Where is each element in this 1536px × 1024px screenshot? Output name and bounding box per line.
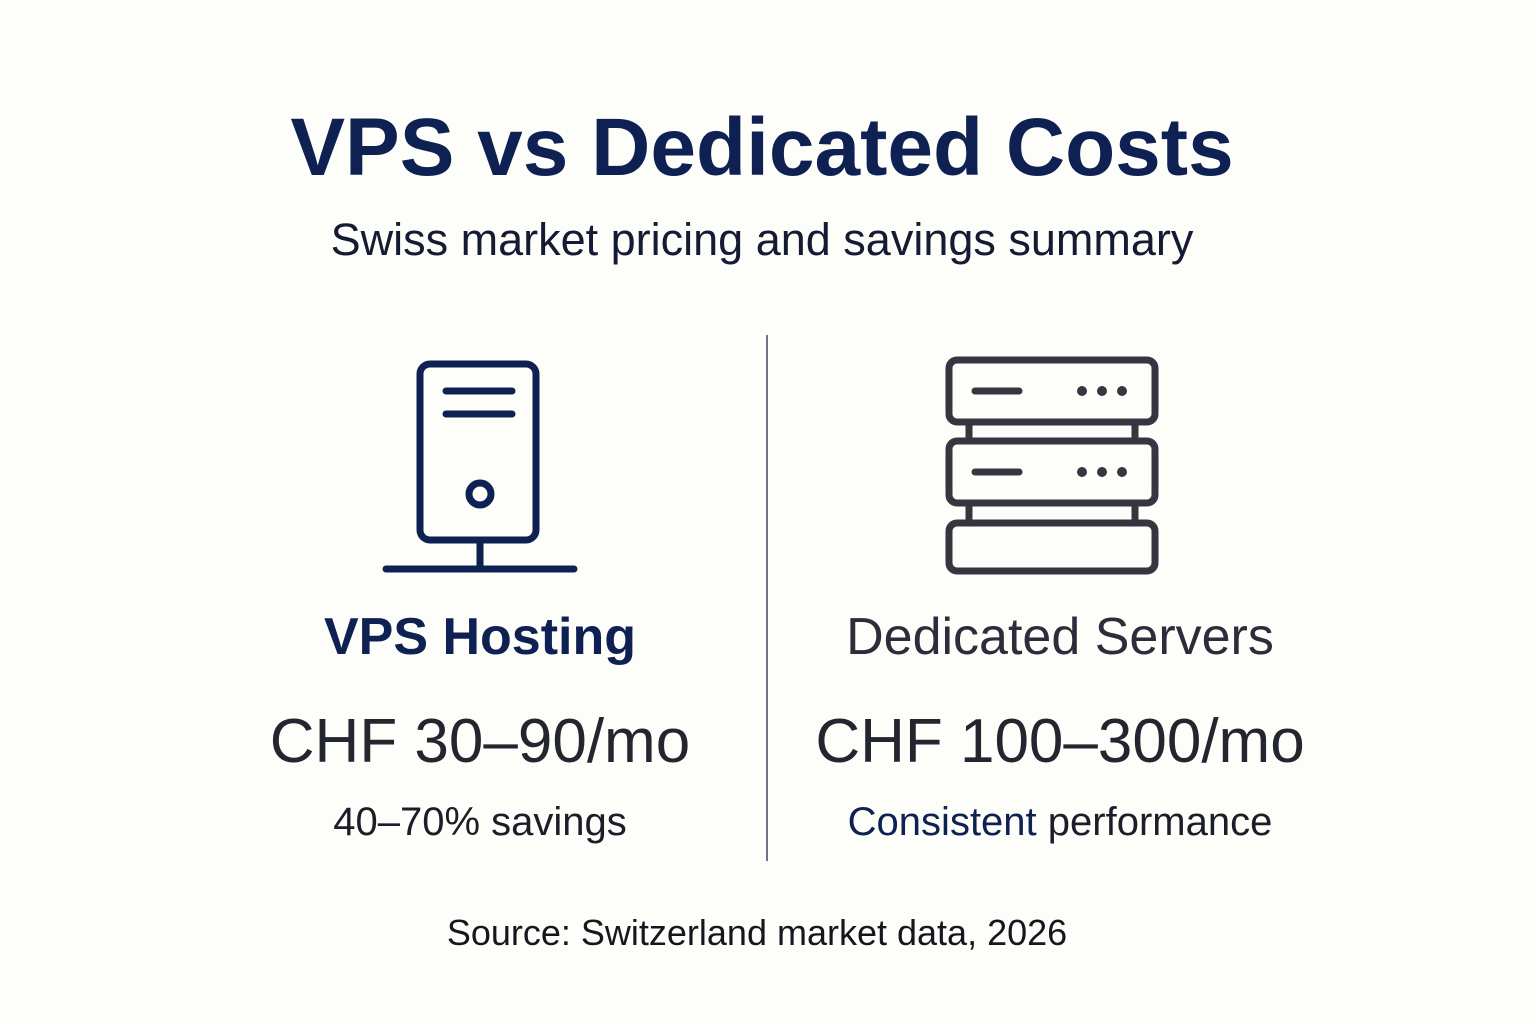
vps-tower-server-icon [382, 360, 578, 573]
dedicated-performance-note: Consistent performance [790, 797, 1330, 847]
rack-server-stack-icon [945, 356, 1159, 575]
dedicated-heading: Dedicated Servers [846, 608, 1274, 666]
column-divider [766, 335, 768, 861]
dedicated-price: CHF 100–300/mo [815, 707, 1305, 776]
source-citation: Source: Switzerland market data, 2026 [446, 912, 1068, 953]
page-title: VPS vs Dedicated Costs [290, 102, 1234, 193]
vps-heading: VPS Hosting [323, 608, 637, 666]
page-subtitle: Swiss market pricing and savings summary [330, 214, 1194, 265]
vps-savings-note: 40–70% savings [333, 800, 627, 844]
note-emphasis: Consistent [847, 800, 1037, 844]
vps-price: CHF 30–90/mo [269, 707, 691, 776]
note-rest: performance [1036, 800, 1273, 844]
